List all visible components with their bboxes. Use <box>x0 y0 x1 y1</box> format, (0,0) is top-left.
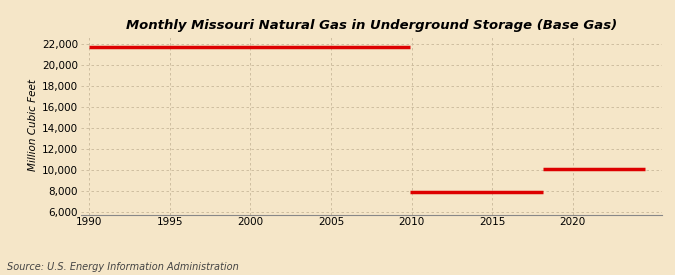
Title: Monthly Missouri Natural Gas in Underground Storage (Base Gas): Monthly Missouri Natural Gas in Undergro… <box>126 19 617 32</box>
Text: Source: U.S. Energy Information Administration: Source: U.S. Energy Information Administ… <box>7 262 238 272</box>
Y-axis label: Million Cubic Feet: Million Cubic Feet <box>28 79 38 171</box>
